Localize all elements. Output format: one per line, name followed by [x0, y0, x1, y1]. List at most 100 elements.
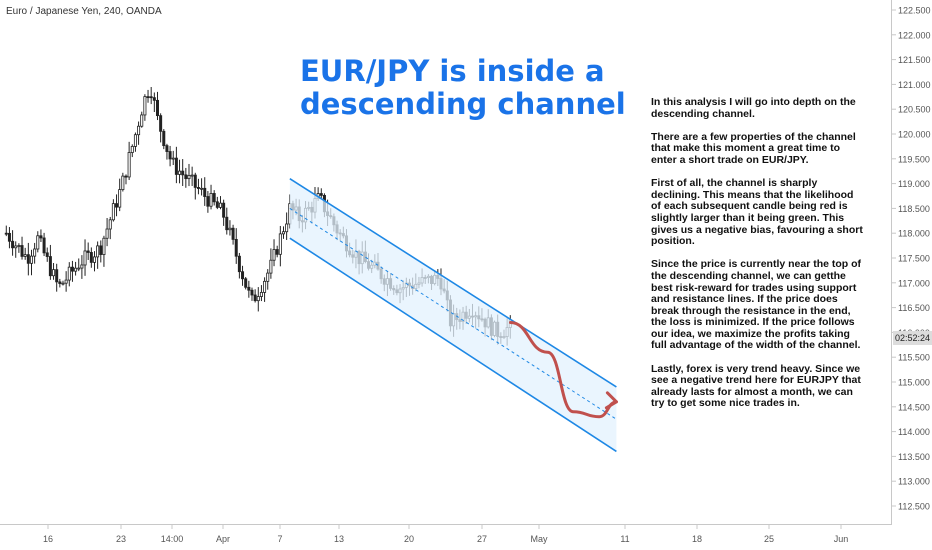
candle-body	[231, 227, 235, 240]
candle-body	[130, 146, 134, 153]
candle-body	[115, 203, 119, 208]
x-tick-label: 13	[334, 534, 344, 544]
candle-body	[206, 196, 210, 207]
candle-body	[159, 115, 163, 132]
headline-line-2: descending channel	[300, 87, 626, 121]
candle-body	[124, 175, 128, 178]
candle-body	[133, 134, 137, 147]
x-tick-label: 16	[43, 534, 53, 544]
analysis-paragraph: First of all, the channel is sharply dec…	[651, 177, 863, 248]
candle-body	[99, 245, 103, 255]
analysis-paragraph: Since the price is currently near the to…	[651, 258, 862, 352]
candle-body	[215, 201, 219, 208]
candle-body	[203, 187, 207, 197]
candle-body	[247, 286, 251, 291]
x-tick-label: 20	[404, 534, 414, 544]
candle-body	[70, 266, 74, 272]
x-tick-label: Apr	[216, 534, 230, 544]
candle-body	[39, 235, 43, 239]
candle-body	[58, 281, 62, 284]
candle-body	[80, 264, 84, 269]
y-tick-label: 113.500	[898, 452, 930, 462]
candle-body	[105, 228, 109, 239]
y-tick-label: 118.000	[898, 229, 930, 239]
candle-body	[20, 245, 24, 257]
candle-body	[146, 96, 150, 99]
candle-body	[45, 252, 49, 257]
candle-body	[178, 170, 182, 175]
channel	[289, 177, 617, 453]
candle-body	[111, 203, 115, 221]
analysis-text: In this analysis I will go into depth on…	[651, 96, 863, 422]
analysis-paragraph: There are a few properties of the channe…	[651, 130, 856, 166]
y-tick-label: 117.500	[898, 254, 930, 264]
candle-body	[92, 256, 96, 263]
projection-arrow[interactable]	[509, 320, 618, 419]
candle-body	[55, 269, 59, 283]
candle-body	[212, 193, 216, 203]
candle-body	[225, 216, 229, 231]
candle-body	[241, 271, 245, 280]
y-tick-label: 115.000	[898, 378, 930, 388]
candle-body	[196, 187, 200, 189]
candle-body	[269, 259, 273, 274]
candle-body	[140, 114, 144, 127]
candle-body	[272, 249, 276, 261]
y-tick-label: 117.000	[898, 278, 930, 288]
candle-body	[162, 130, 166, 147]
candle-body	[64, 279, 68, 284]
y-tick-label: 119.000	[898, 179, 930, 189]
candle-body	[26, 254, 30, 264]
candle-body	[11, 240, 15, 249]
candle-body	[222, 202, 226, 218]
y-tick-label: 122.500	[898, 6, 931, 16]
candle-body	[42, 237, 46, 254]
x-tick-label: 11	[620, 534, 629, 544]
last-price-badge: 02:52:24	[893, 331, 932, 345]
candle-body	[209, 193, 213, 207]
candle-body	[74, 267, 78, 272]
candle-body	[4, 232, 8, 235]
candle-body	[278, 233, 282, 255]
candle-body	[266, 272, 270, 282]
channel-lower-line[interactable]	[289, 237, 617, 453]
candle-body	[184, 174, 188, 180]
candle-body	[168, 151, 172, 160]
y-tick-label: 119.500	[898, 154, 930, 164]
x-tick-label: 14:00	[161, 534, 184, 544]
candle-body	[143, 96, 147, 116]
projection-arrowhead	[604, 391, 618, 410]
candle-body	[14, 245, 18, 249]
candle-body	[253, 294, 257, 302]
candle-body	[102, 237, 106, 255]
candle-body	[187, 175, 191, 180]
candle-body	[171, 157, 175, 160]
candle-body	[237, 255, 241, 273]
y-tick-label: 112.500	[898, 502, 930, 512]
candle-body	[149, 96, 153, 99]
x-tick-label: 7	[277, 534, 282, 544]
y-axis[interactable]: 122.500 122.000 121.500 121.000 120.500 120.0…	[891, 6, 931, 512]
y-tick-label: 114.500	[898, 402, 930, 412]
candle-body	[108, 219, 112, 230]
candle-body	[285, 223, 289, 233]
candle-body	[319, 193, 323, 196]
candle-body	[118, 189, 122, 208]
candle-body	[29, 255, 33, 264]
candle-body	[52, 269, 56, 277]
candle-body	[96, 245, 100, 258]
channel-midline	[289, 207, 617, 420]
analysis-paragraph: In this analysis I will go into depth on…	[651, 96, 856, 120]
channel-fill	[289, 178, 617, 452]
y-tick-label: 121.500	[898, 55, 931, 65]
x-tick-label: 18	[692, 534, 702, 544]
x-axis[interactable]: 16 23 14:00 Apr 7 13 20 27 May 11 18 25 Jun	[43, 524, 848, 544]
candle-body	[121, 175, 125, 191]
candle-body	[281, 231, 285, 235]
candle-body	[228, 227, 232, 231]
candle-body	[190, 174, 194, 177]
candle-body	[152, 97, 156, 101]
channel-upper-line[interactable]	[289, 177, 617, 388]
candle-body	[155, 99, 159, 117]
